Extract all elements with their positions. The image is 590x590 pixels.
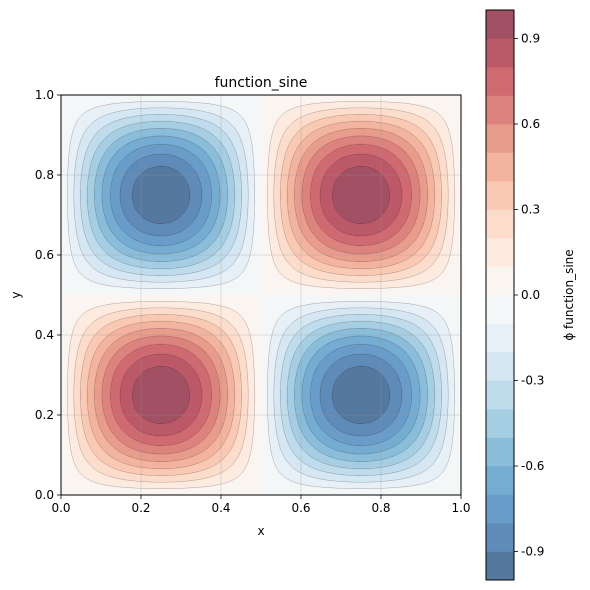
- colorbar-label: ϕ function_sine: [562, 249, 576, 340]
- x-tick-label: 1.0: [451, 501, 470, 515]
- colorbar-band: [486, 209, 514, 239]
- colorbar-ticks: -0.9 -0.6 -0.3 0.0 0.3 0.6 0.9: [514, 32, 544, 559]
- contour-line: [132, 166, 390, 424]
- y-tick-label: 0.6: [35, 248, 54, 262]
- colorbar-band: [486, 352, 514, 381]
- contour-line: [101, 135, 421, 455]
- colorbar-band: [486, 409, 514, 438]
- contour-line: [80, 114, 442, 476]
- colorbar-band: [486, 523, 514, 552]
- colorbar-band: [486, 95, 514, 125]
- y-tick-label: 0.4: [35, 328, 54, 342]
- colorbar-tick-label: -0.6: [521, 459, 544, 473]
- colorbar-tick-label: 0.6: [521, 117, 540, 131]
- colorbar-tick-label: -0.3: [521, 374, 544, 388]
- colorbar-tick-label: 0.9: [521, 32, 540, 46]
- colorbar-band: [486, 551, 514, 581]
- colorbar-band: [486, 67, 514, 96]
- contour-line: [94, 128, 428, 462]
- contour-lines: [67, 101, 455, 489]
- contour-fill: [61, 95, 461, 495]
- y-axis: 0.0 0.2 0.4 0.6 0.8 1.0: [35, 88, 61, 502]
- y-tick-label: 1.0: [35, 88, 54, 102]
- colorbar-band: [486, 181, 514, 210]
- colorbar-tick-label: 0.0: [521, 288, 540, 302]
- contour-line: [110, 144, 412, 446]
- colorbar-band: [486, 323, 514, 353]
- colorbar: -0.9 -0.6 -0.3 0.0 0.3 0.6 0.9 ϕ function_sine: [485, 9, 576, 581]
- plot-frame: [60, 94, 462, 496]
- contour-line: [86, 120, 436, 470]
- contour-line: [101, 135, 421, 455]
- x-tick-label: 0.4: [211, 501, 230, 515]
- contour-line: [119, 153, 403, 437]
- colorbar-band: [486, 124, 514, 153]
- y-tick-label: 0.2: [35, 408, 54, 422]
- contour-line: [94, 128, 428, 462]
- contour-line: [73, 107, 449, 483]
- chart-title: function_sine: [215, 75, 308, 91]
- x-tick-label: 0.0: [51, 501, 70, 515]
- contour-line: [67, 101, 455, 489]
- y-axis-label: y: [9, 291, 23, 298]
- y-tick-label: 0.0: [35, 488, 54, 502]
- x-tick-label: 0.6: [291, 501, 310, 515]
- contour-line: [80, 114, 442, 476]
- colorbar-band: [486, 494, 514, 524]
- contour-line: [67, 101, 455, 489]
- colorbar-tick-label: -0.9: [521, 545, 544, 559]
- colorbar-bands: [486, 10, 514, 581]
- colorbar-tick-label: 0.3: [521, 203, 540, 217]
- contour-line: [132, 166, 390, 424]
- colorbar-band: [486, 152, 514, 182]
- contour-line: [86, 120, 436, 470]
- colorbar-band: [486, 380, 514, 410]
- contour-line: [119, 153, 403, 437]
- plot-area: [60, 94, 462, 496]
- x-tick-label: 0.2: [131, 501, 150, 515]
- colorbar-band: [486, 238, 514, 267]
- contour-line: [110, 144, 412, 446]
- x-tick-label: 0.8: [371, 501, 390, 515]
- colorbar-band: [486, 295, 514, 324]
- x-axis: 0.0 0.2 0.4 0.6 0.8 1.0: [51, 495, 471, 515]
- colorbar-band: [486, 466, 514, 495]
- contour-line: [73, 107, 449, 483]
- y-tick-label: 0.8: [35, 168, 54, 182]
- colorbar-band: [486, 10, 514, 39]
- x-axis-label: x: [257, 524, 264, 538]
- colorbar-band: [486, 266, 514, 296]
- colorbar-band: [486, 437, 514, 467]
- colorbar-band: [486, 38, 514, 68]
